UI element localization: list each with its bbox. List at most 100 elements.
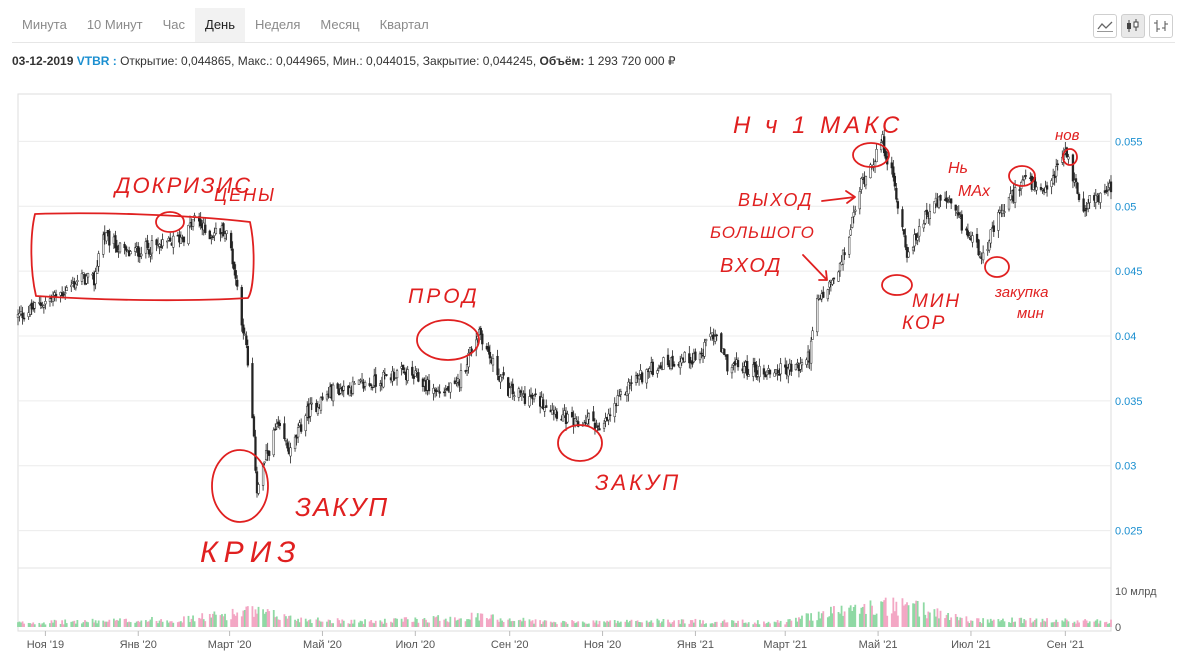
y-tick-label: 0.045 — [1115, 266, 1143, 278]
volume-bar — [20, 622, 22, 627]
volume-bar — [1075, 623, 1077, 627]
volume-bar — [647, 622, 650, 627]
tab-quarter[interactable]: Квартал — [379, 17, 429, 32]
candle-body — [691, 360, 694, 365]
volume-bar — [214, 614, 217, 627]
label-min-2: КОР — [902, 313, 946, 334]
candle-body — [296, 427, 300, 438]
candle-body — [843, 252, 846, 256]
tab-10-minutes[interactable]: 10 Минут — [86, 17, 143, 32]
candle-body — [283, 423, 286, 439]
tab-minute[interactable]: Минута — [22, 17, 67, 32]
info-high-label: Макс.: — [237, 54, 273, 68]
candle-body — [858, 191, 861, 210]
candle-body — [412, 374, 415, 379]
candle-body — [433, 389, 437, 392]
candle-body — [199, 219, 202, 227]
candle-body — [62, 294, 65, 296]
candle-body — [683, 352, 686, 363]
volume-bar — [70, 621, 73, 627]
volume-bar — [42, 622, 45, 627]
candle-body — [229, 232, 233, 249]
volume-bar — [283, 614, 286, 627]
volume-bar — [659, 623, 662, 627]
volume-bar — [723, 619, 726, 627]
volume-bar — [895, 601, 898, 627]
august-peak-circle — [416, 319, 480, 361]
candle-body — [455, 381, 458, 384]
candle-body — [577, 421, 580, 427]
volume-bar — [1110, 619, 1112, 627]
candle-body — [752, 364, 755, 377]
volume-bar — [651, 622, 654, 627]
candle-body — [907, 251, 910, 258]
volume-bar — [871, 605, 873, 627]
tab-week[interactable]: Неделя — [255, 17, 301, 32]
volume-bar — [458, 618, 461, 627]
label-min-1: МИН — [912, 291, 961, 312]
volume-bar — [732, 620, 735, 627]
candle-body — [977, 239, 980, 256]
volume-bar — [137, 620, 140, 627]
candle-body — [1052, 175, 1055, 184]
volume-bar — [531, 620, 534, 627]
candle-body — [954, 204, 957, 211]
volume-bar — [679, 623, 682, 627]
volume-bar — [350, 619, 353, 627]
candlestick-chart-button[interactable] — [1121, 14, 1145, 38]
candle-body — [134, 247, 137, 252]
volume-bar — [1087, 623, 1090, 627]
line-chart-button[interactable] — [1093, 14, 1117, 38]
candle-body — [890, 162, 893, 169]
volume-bar — [775, 622, 777, 627]
tab-hour[interactable]: Час — [162, 17, 186, 32]
candle-body — [628, 384, 632, 386]
label-precrisis: ДОКРИЗИС — [112, 173, 252, 198]
candle-body — [97, 253, 100, 267]
volume-bar — [278, 619, 281, 627]
candle-body — [470, 348, 473, 352]
candle-body — [723, 348, 726, 356]
label-exit: ВЫХОД — [738, 190, 813, 210]
candle-body — [385, 374, 388, 376]
candle-body — [353, 383, 356, 385]
volume-bar — [583, 622, 586, 627]
candle-body — [363, 382, 367, 387]
volume-bar — [721, 621, 724, 627]
volume-bar — [912, 603, 915, 627]
tab-month[interactable]: Месяц — [320, 17, 360, 32]
candle-body — [225, 230, 228, 234]
volume-bar — [945, 614, 948, 627]
candle-body — [1024, 175, 1027, 177]
volume-bar — [263, 613, 266, 627]
x-tick-label: Май '20 — [303, 639, 342, 651]
candle-body — [53, 292, 56, 296]
volume-bar — [425, 619, 427, 627]
candle-body — [401, 364, 405, 370]
ohlc-chart-button[interactable] — [1149, 14, 1173, 38]
candle-body — [637, 375, 641, 380]
volume-bar — [499, 618, 502, 627]
grid — [17, 93, 1112, 632]
candle-body — [467, 352, 470, 368]
candle-body — [1009, 193, 1012, 200]
candle-body — [22, 317, 26, 320]
volume-bar — [1067, 621, 1070, 627]
volume-bar — [511, 620, 514, 627]
candle-body — [417, 372, 420, 382]
volume-bar — [852, 607, 855, 627]
candle-body — [513, 395, 516, 398]
volume-bar — [787, 619, 790, 627]
candle-body — [179, 237, 183, 244]
tab-day[interactable]: День — [195, 8, 246, 42]
candle-body — [108, 230, 111, 246]
volume-bar — [1108, 623, 1111, 627]
candle-body — [613, 403, 616, 417]
volume-bar — [903, 605, 905, 627]
precrisis-peak-circle — [155, 211, 185, 233]
volume-bar — [734, 622, 736, 627]
candle-body — [155, 239, 158, 246]
volume-bar — [417, 622, 420, 627]
volume-bar — [915, 600, 918, 627]
